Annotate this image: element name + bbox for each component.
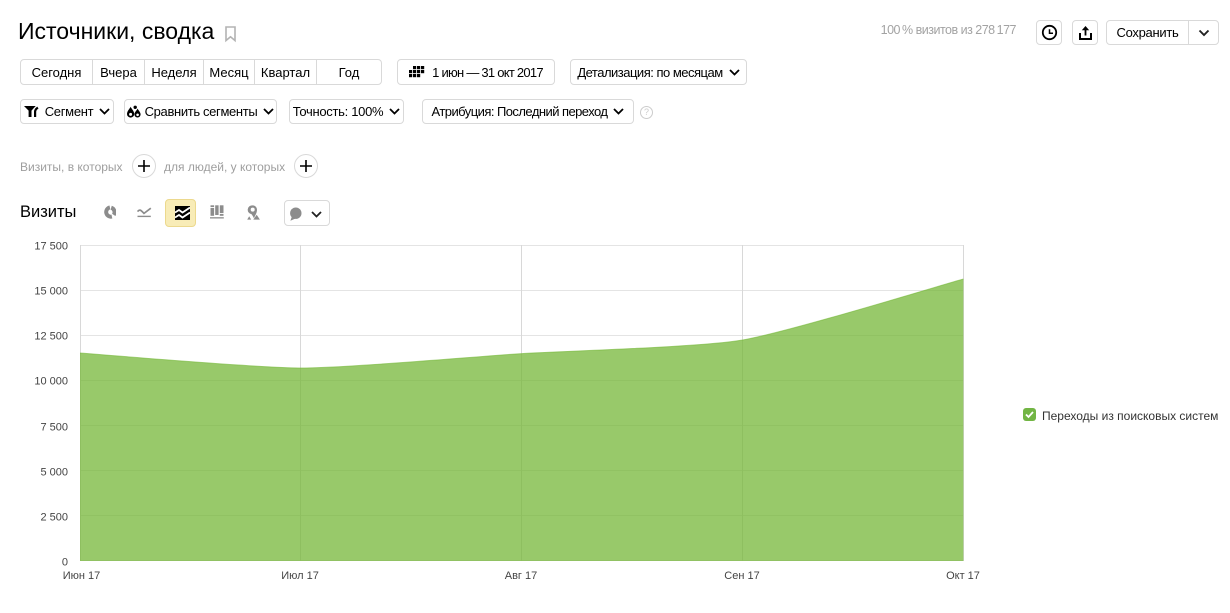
svg-text:12 500: 12 500 bbox=[34, 331, 68, 343]
svg-text:10 000: 10 000 bbox=[34, 376, 68, 388]
svg-text:Окт 17: Окт 17 bbox=[946, 570, 980, 582]
svg-text:15 000: 15 000 bbox=[34, 286, 68, 298]
svg-text:7 500: 7 500 bbox=[40, 422, 68, 434]
svg-text:0: 0 bbox=[62, 557, 68, 569]
svg-text:2 500: 2 500 bbox=[40, 512, 68, 524]
svg-text:17 500: 17 500 bbox=[34, 241, 68, 253]
svg-text:5 000: 5 000 bbox=[40, 467, 68, 479]
svg-text:Июн 17: Июн 17 bbox=[63, 570, 101, 582]
svg-text:Июл 17: Июл 17 bbox=[281, 570, 319, 582]
svg-text:Сен 17: Сен 17 bbox=[724, 570, 759, 582]
svg-text:Авг 17: Авг 17 bbox=[505, 570, 537, 582]
